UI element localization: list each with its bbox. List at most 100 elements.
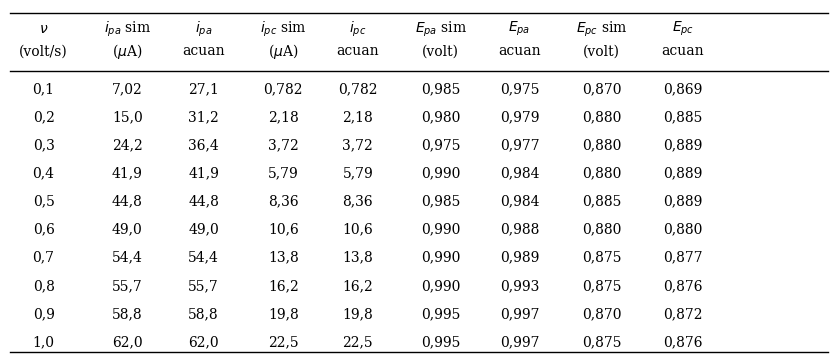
Text: 0,869: 0,869 — [664, 83, 702, 96]
Text: $E_{pc}$: $E_{pc}$ — [672, 20, 694, 38]
Text: 5,79: 5,79 — [268, 167, 298, 181]
Text: 0,885: 0,885 — [664, 110, 702, 125]
Text: 0,1: 0,1 — [33, 83, 54, 96]
Text: 27,1: 27,1 — [189, 83, 219, 96]
Text: 0,975: 0,975 — [499, 83, 540, 96]
Text: 0,889: 0,889 — [664, 195, 702, 209]
Text: $E_{pa}$: $E_{pa}$ — [509, 20, 530, 38]
Text: 36,4: 36,4 — [189, 139, 219, 152]
Text: 0,876: 0,876 — [663, 335, 703, 349]
Text: 0,880: 0,880 — [664, 223, 702, 237]
Text: 0,979: 0,979 — [499, 110, 540, 125]
Text: 0,975: 0,975 — [421, 139, 461, 152]
Text: 3,72: 3,72 — [268, 139, 298, 152]
Text: $i_{pc}$ sim: $i_{pc}$ sim — [260, 19, 307, 39]
Text: 0,782: 0,782 — [338, 83, 378, 96]
Text: 0,875: 0,875 — [582, 335, 622, 349]
Text: 0,880: 0,880 — [582, 110, 621, 125]
Text: acuan: acuan — [183, 45, 225, 58]
Text: 54,4: 54,4 — [112, 251, 142, 265]
Text: 0,876: 0,876 — [663, 279, 703, 293]
Text: 0,985: 0,985 — [422, 83, 460, 96]
Text: 62,0: 62,0 — [189, 335, 219, 349]
Text: 24,2: 24,2 — [112, 139, 142, 152]
Text: 10,6: 10,6 — [268, 223, 298, 237]
Text: 0,984: 0,984 — [499, 195, 540, 209]
Text: 0,984: 0,984 — [499, 167, 540, 181]
Text: acuan: acuan — [662, 45, 704, 58]
Text: 0,990: 0,990 — [422, 251, 460, 265]
Text: 0,880: 0,880 — [582, 167, 621, 181]
Text: 0,985: 0,985 — [422, 195, 460, 209]
Text: ($\mu$A): ($\mu$A) — [268, 42, 298, 61]
Text: 0,997: 0,997 — [499, 307, 540, 321]
Text: 0,877: 0,877 — [663, 251, 703, 265]
Text: 22,5: 22,5 — [343, 335, 373, 349]
Text: 8,36: 8,36 — [343, 195, 373, 209]
Text: acuan: acuan — [499, 45, 541, 58]
Text: 19,8: 19,8 — [268, 307, 298, 321]
Text: (volt): (volt) — [422, 45, 459, 58]
Text: 0,995: 0,995 — [422, 307, 460, 321]
Text: $E_{pc}$ sim: $E_{pc}$ sim — [576, 19, 628, 39]
Text: 16,2: 16,2 — [268, 279, 298, 293]
Text: 0,870: 0,870 — [582, 307, 622, 321]
Text: 31,2: 31,2 — [189, 110, 219, 125]
Text: 16,2: 16,2 — [343, 279, 373, 293]
Text: 0,4: 0,4 — [33, 167, 54, 181]
Text: 0,9: 0,9 — [33, 307, 54, 321]
Text: 0,997: 0,997 — [499, 335, 540, 349]
Text: 13,8: 13,8 — [268, 251, 298, 265]
Text: (volt/s): (volt/s) — [19, 45, 68, 58]
Text: (volt): (volt) — [583, 45, 620, 58]
Text: 0,993: 0,993 — [500, 279, 539, 293]
Text: $i_{pc}$: $i_{pc}$ — [349, 19, 366, 39]
Text: ($\mu$A): ($\mu$A) — [112, 42, 142, 61]
Text: 55,7: 55,7 — [189, 279, 219, 293]
Text: 3,72: 3,72 — [343, 139, 373, 152]
Text: 41,9: 41,9 — [112, 167, 142, 181]
Text: 8,36: 8,36 — [268, 195, 298, 209]
Text: 0,990: 0,990 — [422, 223, 460, 237]
Text: 19,8: 19,8 — [343, 307, 373, 321]
Text: $i_{pa}$: $i_{pa}$ — [195, 19, 212, 39]
Text: 0,6: 0,6 — [33, 223, 54, 237]
Text: $\nu$: $\nu$ — [39, 22, 49, 36]
Text: 5,79: 5,79 — [343, 167, 373, 181]
Text: 10,6: 10,6 — [343, 223, 373, 237]
Text: 0,980: 0,980 — [422, 110, 460, 125]
Text: 49,0: 49,0 — [112, 223, 142, 237]
Text: 0,5: 0,5 — [33, 195, 54, 209]
Text: 0,977: 0,977 — [499, 139, 540, 152]
Text: 44,8: 44,8 — [189, 195, 219, 209]
Text: 0,990: 0,990 — [422, 167, 460, 181]
Text: 0,875: 0,875 — [582, 279, 622, 293]
Text: 0,885: 0,885 — [582, 195, 621, 209]
Text: 13,8: 13,8 — [343, 251, 373, 265]
Text: 15,0: 15,0 — [112, 110, 142, 125]
Text: 41,9: 41,9 — [189, 167, 219, 181]
Text: $i_{pa}$ sim: $i_{pa}$ sim — [104, 19, 151, 39]
Text: 0,880: 0,880 — [582, 139, 621, 152]
Text: 0,870: 0,870 — [582, 83, 622, 96]
Text: 0,8: 0,8 — [33, 279, 54, 293]
Text: 58,8: 58,8 — [189, 307, 219, 321]
Text: 0,875: 0,875 — [582, 251, 622, 265]
Text: 0,7: 0,7 — [33, 251, 54, 265]
Text: 0,988: 0,988 — [500, 223, 539, 237]
Text: 0,880: 0,880 — [582, 223, 621, 237]
Text: 22,5: 22,5 — [268, 335, 298, 349]
Text: 2,18: 2,18 — [343, 110, 373, 125]
Text: 0,990: 0,990 — [422, 279, 460, 293]
Text: 49,0: 49,0 — [189, 223, 219, 237]
Text: 1,0: 1,0 — [33, 335, 54, 349]
Text: 62,0: 62,0 — [112, 335, 142, 349]
Text: acuan: acuan — [337, 45, 379, 58]
Text: 54,4: 54,4 — [189, 251, 219, 265]
Text: 0,782: 0,782 — [263, 83, 303, 96]
Text: 2,18: 2,18 — [268, 110, 298, 125]
Text: $E_{pa}$ sim: $E_{pa}$ sim — [415, 19, 467, 39]
Text: 0,995: 0,995 — [422, 335, 460, 349]
Text: 58,8: 58,8 — [112, 307, 142, 321]
Text: 0,989: 0,989 — [500, 251, 539, 265]
